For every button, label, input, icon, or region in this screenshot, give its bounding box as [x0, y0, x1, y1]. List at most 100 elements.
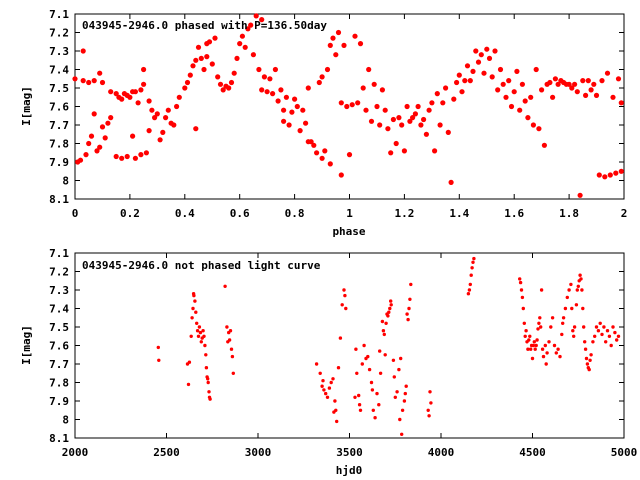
phased-data-point — [429, 100, 435, 106]
unphased-data-point — [405, 312, 409, 316]
unphased-data-point — [549, 325, 553, 329]
phased-data-point — [267, 76, 273, 82]
unphased-x-tick-label: 2000 — [62, 446, 89, 459]
phased-data-point — [261, 74, 267, 80]
phased-data-point — [382, 107, 388, 113]
unphased-y-tick-label: 8.1 — [49, 432, 69, 445]
unphased-data-point — [470, 266, 474, 270]
phased-data-point — [108, 89, 114, 95]
phased-data-point — [497, 66, 504, 73]
unphased-x-axis-label: hjd0 — [336, 464, 363, 477]
unphased-data-point — [157, 358, 161, 362]
phased-data-point — [588, 87, 594, 93]
phased-data-point — [119, 96, 125, 102]
phased-data-point — [456, 72, 462, 78]
phased-data-point — [108, 115, 114, 121]
phased-data-point — [517, 107, 523, 113]
phased-data-point — [253, 13, 259, 19]
phased-data-point — [618, 100, 624, 106]
phased-data-point — [470, 68, 476, 74]
unphased-data-point — [357, 403, 362, 407]
phased-y-tick-label: 8.1 — [49, 193, 69, 206]
phased-data-point — [574, 89, 580, 95]
unphased-data-point — [370, 388, 375, 392]
phased-data-point — [281, 107, 287, 113]
unphased-data-point — [340, 303, 344, 307]
unphased-data-point — [466, 292, 471, 296]
unphased-data-point — [353, 395, 357, 399]
unphased-y-tick-label: 7.5 — [49, 321, 69, 334]
unphased-data-point — [541, 354, 546, 359]
unphased-data-point — [580, 288, 584, 292]
unphased-data-point — [588, 358, 592, 362]
unphased-x-tick-label: 3000 — [245, 446, 272, 459]
unphased-data-point — [357, 393, 361, 398]
unphased-data-point — [333, 399, 337, 403]
phased-data-point — [132, 155, 138, 161]
phased-data-point — [146, 128, 152, 134]
phased-data-point — [602, 174, 608, 180]
unphased-data-point — [522, 321, 526, 325]
phased-data-point — [319, 155, 325, 161]
phased-data-point — [154, 111, 160, 117]
unphased-data-point — [585, 362, 590, 366]
unphased-data-point — [322, 388, 326, 392]
phased-data-point — [421, 116, 427, 123]
phased-y-axis-label: I[mag] — [20, 86, 33, 126]
unphased-data-point — [362, 343, 366, 348]
phased-x-tick-label: 0.6 — [230, 207, 250, 220]
phased-data-point — [259, 17, 265, 23]
unphased-data-point — [383, 353, 387, 357]
phased-data-point — [281, 118, 287, 124]
phased-data-point — [357, 41, 364, 47]
unphased-y-tick-label: 7.6 — [49, 340, 69, 353]
unphased-data-point — [360, 362, 364, 366]
phased-data-point — [377, 122, 383, 128]
unphased-data-point — [561, 321, 565, 325]
phased-data-point — [163, 115, 169, 121]
phased-data-point — [264, 89, 270, 95]
phased-data-point — [407, 118, 413, 124]
phased-data-point — [440, 100, 446, 106]
unphased-data-point — [530, 356, 535, 361]
phased-data-point — [289, 109, 295, 115]
unphased-data-point — [187, 360, 192, 364]
unphased-y-tick-label: 8 — [62, 414, 69, 427]
phased-data-point — [141, 81, 147, 87]
unphased-data-point — [600, 332, 604, 337]
unphased-data-point — [358, 408, 363, 412]
phased-data-point — [393, 140, 399, 147]
phased-data-point — [341, 42, 347, 49]
unphased-data-point — [532, 340, 536, 344]
unphased-data-point — [400, 432, 404, 436]
unphased-data-point — [540, 347, 545, 351]
unphased-data-point — [538, 316, 542, 320]
phased-data-point — [363, 107, 369, 113]
unphased-data-point — [539, 288, 544, 292]
unphased-data-point — [558, 354, 562, 359]
unphased-data-point — [393, 395, 397, 399]
phased-data-point — [613, 170, 619, 176]
phased-data-point — [149, 107, 155, 113]
phased-data-point — [286, 122, 292, 128]
phased-data-point — [412, 111, 418, 117]
unphased-data-point — [524, 329, 528, 333]
unphased-y-tick-label: 7.3 — [49, 284, 69, 297]
phased-y-tick-label: 7.2 — [49, 27, 69, 40]
unphased-data-point — [335, 419, 339, 424]
phased-data-point — [327, 161, 333, 167]
unphased-data-point — [427, 414, 431, 418]
phased-data-point — [580, 78, 586, 84]
unphased-data-point — [403, 391, 407, 396]
unphased-data-point — [471, 260, 475, 264]
phased-data-point — [410, 115, 416, 121]
phased-data-point — [577, 192, 583, 198]
phased-data-point — [445, 129, 451, 135]
phased-data-point — [484, 46, 490, 52]
unphased-data-point — [519, 288, 524, 292]
unphased-data-point — [378, 371, 383, 375]
phased-data-point — [434, 91, 440, 97]
phased-data-point — [220, 87, 226, 93]
unphased-data-point — [550, 316, 555, 320]
phased-data-point — [135, 100, 141, 106]
